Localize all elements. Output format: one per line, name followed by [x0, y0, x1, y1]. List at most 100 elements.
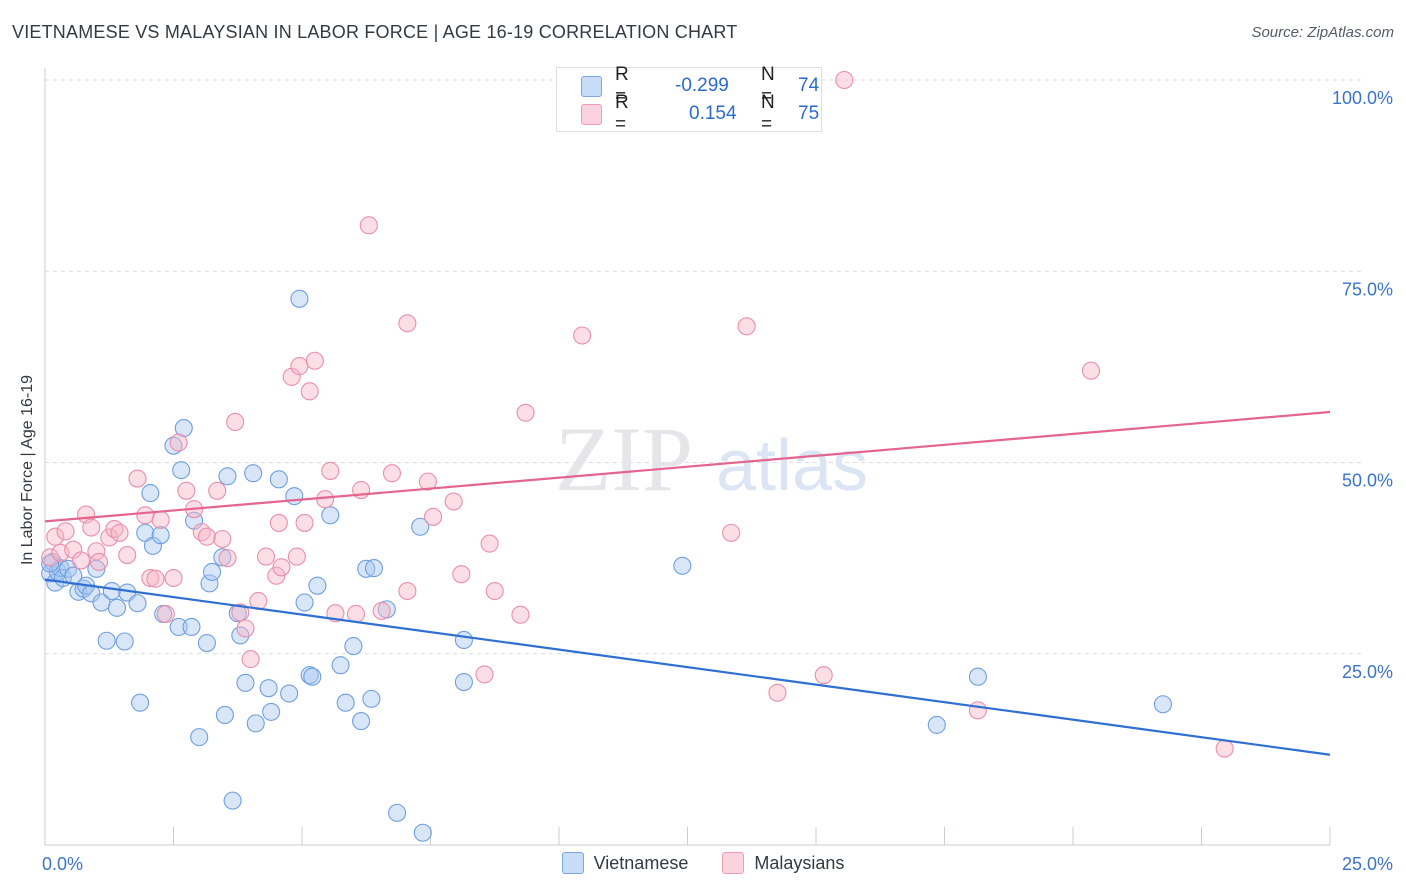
point-vietnamese [151, 526, 170, 545]
point-vietnamese [174, 419, 193, 438]
y-tick-label: 50.0% [1342, 471, 1393, 491]
point-vietnamese [336, 693, 355, 712]
source-credit: Source: ZipAtlas.com [1251, 24, 1394, 41]
trend-line-malaysians [44, 410, 1331, 523]
point-malaysians [118, 546, 137, 565]
point-malaysians [398, 314, 417, 333]
r-value: 0.154 [689, 103, 737, 124]
point-vietnamese [215, 705, 234, 725]
point-malaysians [56, 522, 75, 541]
point-vietnamese [190, 728, 209, 747]
point-malaysians [169, 433, 188, 452]
point-malaysians [208, 481, 227, 500]
point-malaysians [372, 601, 391, 620]
point-malaysians [316, 490, 335, 509]
point-vietnamese [236, 673, 255, 692]
point-vietnamese [295, 593, 314, 612]
point-malaysians [267, 566, 286, 585]
point-malaysians [141, 568, 160, 588]
point-malaysians [300, 382, 319, 401]
point-vietnamese [172, 461, 191, 480]
point-vietnamese [141, 484, 160, 503]
point-vietnamese [352, 712, 371, 731]
point-malaysians [573, 326, 592, 345]
point-vietnamese [223, 791, 242, 810]
point-vietnamese [213, 548, 232, 567]
point-vietnamese [411, 517, 430, 536]
point-malaysians [511, 605, 530, 624]
y-tick-label: 100.0% [1332, 88, 1393, 108]
point-malaysians [835, 70, 854, 90]
point-vietnamese [280, 684, 299, 703]
r-value: -0.299 [675, 75, 729, 96]
legend-item-malaysians[interactable]: Malaysians [722, 852, 844, 874]
point-malaysians [146, 569, 165, 588]
point-malaysians [1081, 361, 1101, 380]
stats-legend: R = -0.299 N = 74 R = 0.154 N = 75 [556, 64, 822, 135]
point-malaysians [213, 529, 232, 549]
n-label: N = [761, 64, 775, 107]
point-vietnamese [244, 464, 263, 483]
point-vietnamese [321, 506, 340, 525]
gridlines [45, 79, 1365, 655]
point-malaysians [768, 683, 787, 702]
point-malaysians [226, 412, 245, 432]
point-vietnamese [269, 470, 288, 489]
point-malaysians [295, 513, 314, 532]
chart-title: VIETNAMESE VS MALAYSIAN IN LABOR FORCE |… [12, 22, 738, 42]
stats-swatch-malaysians [581, 103, 602, 125]
point-malaysians [722, 523, 741, 542]
point-malaysians [444, 492, 463, 511]
point-vietnamese [331, 656, 350, 675]
point-vietnamese [673, 556, 692, 575]
point-malaysians [197, 527, 216, 546]
point-malaysians [272, 558, 291, 577]
point-vietnamese [182, 617, 201, 637]
point-vietnamese [115, 632, 134, 651]
point-vietnamese [454, 630, 473, 650]
point-malaysians [41, 548, 60, 567]
point-malaysians [418, 472, 437, 491]
point-vietnamese [203, 562, 222, 581]
stats-swatch-vietnamese [581, 75, 602, 97]
point-vietnamese [362, 689, 381, 708]
series-legend: Vietnamese Malaysians [0, 852, 1406, 874]
axes [44, 68, 1331, 846]
point-vietnamese [107, 598, 127, 617]
point-malaysians [87, 542, 106, 561]
legend-swatch-malaysians [722, 852, 745, 874]
point-vietnamese [1153, 695, 1172, 714]
point-vietnamese [102, 581, 121, 601]
watermark-zip: ZIP [555, 408, 693, 510]
point-malaysians [485, 581, 504, 601]
point-malaysians [305, 351, 324, 370]
x-tick-label: 0.0% [42, 854, 83, 874]
point-vietnamese [87, 559, 106, 578]
point-malaysians [346, 604, 366, 624]
r-label: R = [615, 64, 629, 107]
point-malaysians [475, 665, 494, 684]
point-malaysians [398, 581, 417, 601]
point-vietnamese [364, 559, 384, 578]
n-value: 75 [798, 103, 820, 124]
point-vietnamese [262, 702, 281, 721]
point-malaysians [177, 481, 196, 500]
y-tick-label: 25.0% [1342, 662, 1393, 682]
data-points [41, 70, 1234, 842]
legend-item-vietnamese[interactable]: Vietnamese [561, 852, 688, 874]
point-malaysians [218, 549, 237, 568]
trend-line-vietnamese [44, 578, 1331, 756]
point-vietnamese [246, 714, 265, 733]
point-malaysians [71, 551, 91, 570]
point-vietnamese [285, 487, 304, 506]
point-vietnamese [169, 617, 188, 637]
point-vietnamese [200, 574, 219, 593]
point-malaysians [359, 216, 378, 235]
point-malaysians [128, 469, 147, 488]
point-vietnamese [927, 715, 946, 734]
point-malaysians [480, 534, 499, 553]
point-vietnamese [454, 673, 473, 692]
point-malaysians [82, 518, 101, 537]
point-malaysians [516, 403, 535, 422]
